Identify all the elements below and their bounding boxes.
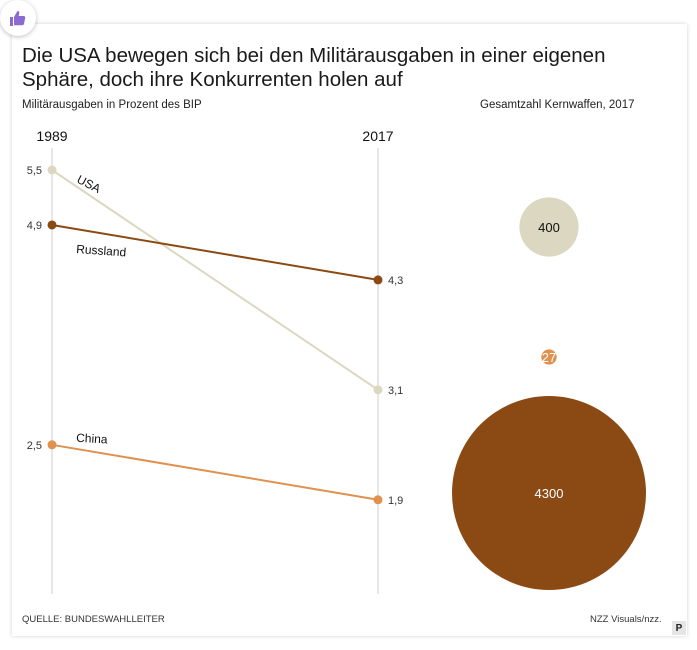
year-label-right: 2017 — [362, 128, 393, 144]
data-label-china-2017: 1,9 — [388, 495, 403, 507]
point-china-2017 — [373, 495, 383, 505]
data-label-china-1989: 2,5 — [27, 440, 42, 452]
data-label-russland-1989: 4,9 — [27, 220, 42, 232]
thumbs-up-button[interactable] — [0, 0, 36, 36]
bubble-label-400: 400 — [538, 220, 560, 235]
p-badge: P — [672, 621, 686, 635]
bubble-400 — [519, 197, 579, 257]
bubble-4300 — [452, 396, 646, 590]
bubble-27 — [541, 349, 557, 365]
data-label-russland-2017: 4,3 — [388, 275, 403, 287]
series-name-russland: Russland — [76, 242, 127, 259]
point-russland-1989 — [47, 220, 57, 230]
bubble-label-4300: 4300 — [535, 486, 564, 501]
source-note: QUELLE: BUNDESWAHLLEITER — [22, 614, 165, 625]
bubble-label-27: 27 — [542, 350, 556, 365]
credit-note: NZZ Visuals/nzz. — [590, 614, 662, 625]
data-label-usa-1989: 5,5 — [27, 165, 42, 177]
series-name-china: China — [76, 431, 108, 447]
thumbs-up-icon — [10, 11, 26, 26]
bubble-subtitle: Gesamtzahl Kernwaffen, 2017 — [480, 99, 635, 111]
point-usa-1989 — [47, 165, 57, 175]
series-name-usa: USA — [75, 172, 103, 196]
year-label-left: 1989 — [36, 128, 67, 144]
point-usa-2017 — [373, 385, 383, 395]
series-line-usa — [51, 169, 379, 391]
series-line-russland — [51, 223, 379, 281]
point-china-1989 — [47, 440, 57, 450]
series-line-china — [51, 443, 379, 501]
chart-title: Die USA bewegen sich bei den Militärausg… — [22, 44, 606, 91]
data-label-usa-2017: 3,1 — [388, 385, 403, 397]
slope-subtitle: Militärausgaben in Prozent des BIP — [22, 99, 202, 111]
point-russland-2017 — [373, 275, 383, 285]
